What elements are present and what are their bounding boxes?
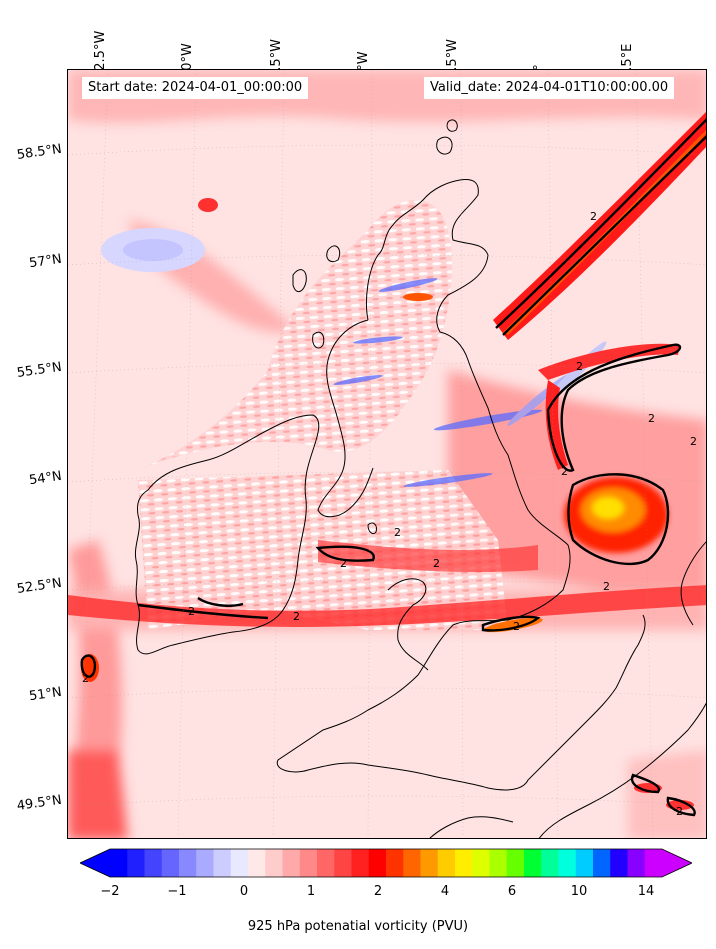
colorbar-tick-label: 4 (440, 884, 450, 899)
colorbar-segment (299, 849, 318, 877)
colorbar-segment (161, 849, 180, 877)
contour-label: 2 (340, 557, 347, 570)
pv-hotspot-nw (198, 198, 218, 212)
colorbar-segment (334, 849, 353, 877)
contour-label: 2 (690, 435, 697, 448)
contour-label: 2 (82, 672, 89, 685)
colorbar-segment (524, 849, 542, 877)
colorbar-segment (110, 849, 128, 877)
colorbar-segment (179, 849, 197, 877)
colorbar-segment (575, 849, 594, 877)
lat-label-52-5n: 52.5°N (15, 575, 63, 597)
colorbar-segment (489, 849, 508, 877)
colorbar-segment (472, 849, 491, 877)
colorbar-segment (213, 849, 232, 877)
colorbar-segment (282, 849, 301, 877)
lat-label-51n: 51°N (28, 684, 63, 705)
contour-label: 2 (576, 360, 583, 373)
colorbar-segment (127, 849, 146, 877)
pv-streaks-north (138, 200, 452, 470)
colorbar-segment (265, 849, 284, 877)
colorbar-tick-label: 14 (637, 884, 655, 899)
valid-date-label: Valid_date: 2024-04-01T10:00:00.00 (424, 77, 675, 99)
colorbar-tick-label: 2 (373, 884, 383, 899)
contour-label: 2 (433, 557, 440, 570)
contour-label: 2 (603, 580, 610, 593)
colorbar-tick-label: 0 (239, 884, 249, 899)
colorbar-segment (558, 849, 577, 877)
ireland-coast (134, 414, 320, 655)
map-panel[interactable]: 2 2 2 2 2 2 2 2 2 2 2 2 2 2 (67, 69, 707, 839)
colorbar-segment (610, 849, 629, 877)
pv-2-contours (80, 118, 706, 817)
contour-label: 2 (648, 412, 655, 425)
colorbar-under-arrow (80, 849, 110, 877)
colorbar-segment (437, 849, 456, 877)
lat-label-54n: 54°N (28, 468, 63, 489)
start-date-label: Start date: 2024-04-01_00:00:00 (82, 77, 309, 99)
colorbar-tick-label: −2 (100, 884, 120, 899)
colorbar-segment (351, 849, 370, 877)
colorbar (79, 845, 693, 881)
colorbar-label: 925 hPa potenatial vorticity (PVU) (247, 919, 469, 934)
colorbar-segment (506, 849, 525, 877)
colorbar-segment (386, 849, 404, 877)
colorbar-segment (196, 849, 215, 877)
colorbar-segment (627, 849, 646, 877)
contour-label: 2 (394, 526, 401, 539)
colorbar-svg (79, 848, 693, 878)
pv-hotspot-thames (483, 617, 543, 633)
lat-label-57n: 57°N (28, 251, 63, 272)
pv-map-canvas: 2 2 2 2 2 2 2 2 2 2 2 2 2 2 (68, 70, 706, 838)
colorbar-tick-label: 6 (507, 884, 517, 899)
colorbar-segment (144, 849, 163, 877)
lat-label-58-5n: 58.5°N (15, 141, 63, 163)
colorbar-segment (455, 849, 473, 877)
colorbar-tick-label: −1 (167, 884, 187, 899)
colorbar-segment (248, 849, 266, 877)
colorbar-segment (644, 849, 663, 877)
colorbar-segment (317, 849, 335, 877)
colorbar-tick-label: 1 (306, 884, 316, 899)
contour-labels: 2 2 2 2 2 2 2 2 2 2 2 2 2 2 (82, 210, 697, 818)
colorbar-segment (593, 849, 611, 877)
colorbar-segment (541, 849, 560, 877)
colorbar-over-arrow (662, 849, 692, 877)
colorbar-segment (230, 849, 249, 877)
contour-label: 2 (513, 620, 520, 633)
colorbar-tick-label: 10 (570, 884, 588, 899)
lat-label-55-5n: 55.5°N (15, 359, 63, 381)
colorbar-segment (403, 849, 422, 877)
pv-maximum-north-sea (564, 477, 668, 553)
contour-label: 2 (590, 210, 597, 223)
great-britain-coast (276, 179, 646, 791)
contour-label: 2 (676, 805, 683, 818)
lat-label-49-5n: 49.5°N (15, 792, 63, 814)
france-coast (538, 702, 706, 838)
coastlines (134, 119, 706, 838)
contour-label: 2 (188, 605, 195, 618)
contour-label: 2 (561, 465, 568, 478)
colorbar-segment (368, 849, 387, 877)
colorbar-segment (420, 849, 439, 877)
contour-label: 2 (293, 610, 300, 623)
graticule (68, 70, 706, 838)
